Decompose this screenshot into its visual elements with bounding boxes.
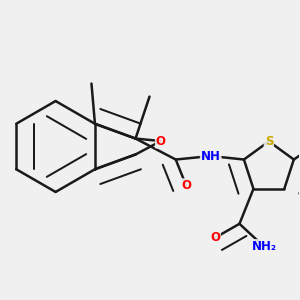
- Text: NH: NH: [201, 149, 221, 163]
- Text: O: O: [156, 134, 166, 148]
- Text: O: O: [210, 231, 220, 244]
- Text: O: O: [181, 179, 191, 192]
- Text: S: S: [265, 135, 273, 148]
- Text: NH₂: NH₂: [251, 240, 277, 253]
